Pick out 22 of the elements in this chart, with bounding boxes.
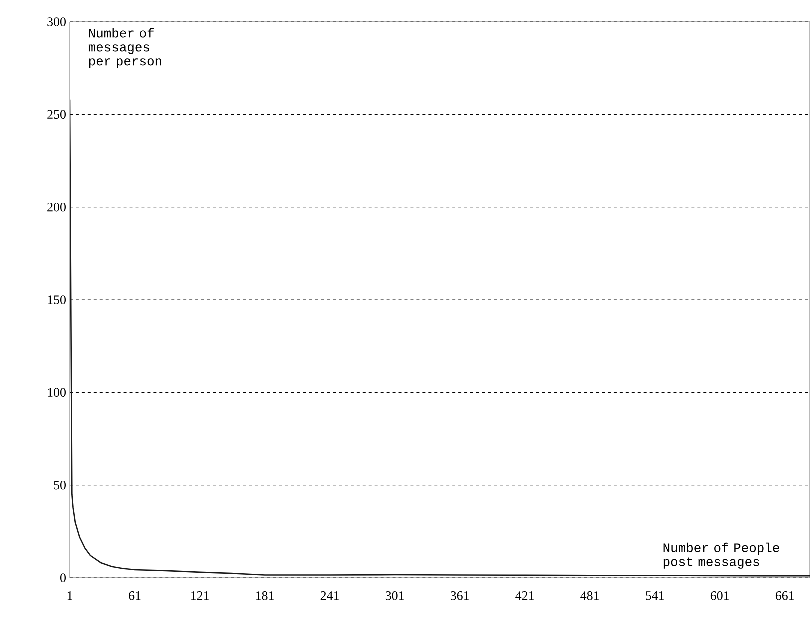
x-tick-label: 541 xyxy=(646,592,664,600)
x-tick-label: 421 xyxy=(516,592,534,600)
x-tick-label: 661 xyxy=(776,592,794,600)
y-tick-label: 250 xyxy=(48,110,66,120)
y-tick-label: 300 xyxy=(48,18,66,26)
y-tick-label: 0 xyxy=(60,574,66,582)
x-tick-label: 181 xyxy=(256,592,274,600)
y-tick-label: 150 xyxy=(48,296,66,304)
x-tick-label: 601 xyxy=(710,592,730,600)
x-tick-label: 241 xyxy=(320,592,339,600)
x-tick-label: 1 xyxy=(68,592,72,600)
y-tick-label: 50 xyxy=(54,480,66,490)
y-tick-label: 100 xyxy=(48,388,66,398)
x-tick-label: 301 xyxy=(386,592,404,600)
y-axis-title: Number of messages per person xyxy=(88,28,162,68)
x-axis-title: Number of People post messages xyxy=(664,542,780,569)
x-tick-label: 61 xyxy=(129,592,141,600)
line-series xyxy=(70,99,810,577)
y-tick-label: 200 xyxy=(48,202,66,212)
x-tick-label: 121 xyxy=(191,592,209,600)
x-tick-label: 361 xyxy=(450,592,469,600)
x-tick-label: 481 xyxy=(580,592,600,600)
